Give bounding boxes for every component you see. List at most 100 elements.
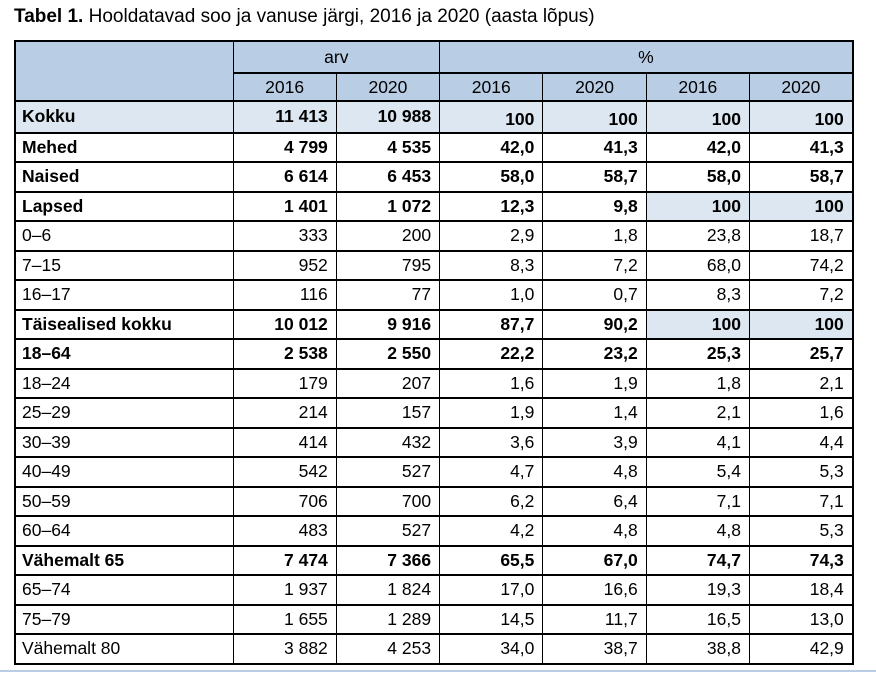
value-cell: 4,1 xyxy=(645,426,750,458)
value-cell: 4,7 xyxy=(439,456,544,488)
value-cell: 2 538 xyxy=(232,338,337,370)
value-cell: 41,3 xyxy=(542,131,647,163)
value-cell: 18,7 xyxy=(748,220,854,252)
group-header-percent: % xyxy=(439,40,854,74)
value-cell: 58,7 xyxy=(748,161,854,193)
value-cell: 1 401 xyxy=(232,190,337,222)
corner-header-cell xyxy=(14,40,234,102)
row-label-cell: 0–6 xyxy=(14,220,234,252)
value-cell: 1 937 xyxy=(232,574,337,606)
value-cell: 1,6 xyxy=(439,367,544,399)
value-cell: 18,4 xyxy=(748,574,854,606)
table-row: Kokku 11 413 10 988 100 100 100 100 xyxy=(14,100,854,134)
value-cell: 2 550 xyxy=(335,338,441,370)
value-cell: 952 xyxy=(232,249,337,281)
row-label-cell: 18–64 xyxy=(14,338,234,370)
value-cell: 23,8 xyxy=(645,220,750,252)
value-cell: 2,1 xyxy=(748,367,854,399)
table-row: Mehed 4 799 4 535 42,0 41,3 42,0 41,3 xyxy=(14,131,854,163)
value-cell: 74,2 xyxy=(748,249,854,281)
row-label-cell: 65–74 xyxy=(14,574,234,606)
row-label-cell: 18–24 xyxy=(14,367,234,399)
table-row: 50–59 706 700 6,2 6,4 7,1 7,1 xyxy=(14,485,854,517)
row-label-cell: 75–79 xyxy=(14,603,234,635)
bottom-rule xyxy=(0,670,876,672)
value-cell: 7,2 xyxy=(542,249,647,281)
value-cell: 1 824 xyxy=(335,574,441,606)
value-cell: 38,8 xyxy=(645,633,750,665)
value-cell: 1,0 xyxy=(439,279,544,311)
value-cell: 4 799 xyxy=(232,131,337,163)
value-cell: 42,0 xyxy=(645,131,750,163)
value-cell: 58,0 xyxy=(439,161,544,193)
value-cell: 68,0 xyxy=(645,249,750,281)
value-cell: 4 253 xyxy=(335,633,441,665)
row-label-cell: Täisealised kokku xyxy=(14,308,234,340)
value-cell: 19,3 xyxy=(645,574,750,606)
value-cell: 4,2 xyxy=(439,515,544,547)
value-cell: 179 xyxy=(232,367,337,399)
table-row: Lapsed 1 401 1 072 12,3 9,8 100 100 xyxy=(14,190,854,222)
value-cell: 14,5 xyxy=(439,603,544,635)
table-row: 60–64 483 527 4,2 4,8 4,8 5,3 xyxy=(14,515,854,547)
value-cell: 58,0 xyxy=(645,161,750,193)
value-cell: 41,3 xyxy=(748,131,854,163)
value-cell: 1 289 xyxy=(335,603,441,635)
table-body: Kokku 11 413 10 988 100 100 100 100 Mehed 4 799 4… xyxy=(14,100,854,665)
value-cell: 38,7 xyxy=(542,633,647,665)
year-header-pct2-2016: 2016 xyxy=(645,72,750,102)
value-cell: 1,9 xyxy=(542,367,647,399)
value-cell: 1,8 xyxy=(645,367,750,399)
row-label-cell: Kokku xyxy=(14,100,234,134)
year-header-arv-2020: 2020 xyxy=(335,72,441,102)
value-cell: 432 xyxy=(335,426,441,458)
row-label-cell: 7–15 xyxy=(14,249,234,281)
row-label-cell: 30–39 xyxy=(14,426,234,458)
value-cell: 25,7 xyxy=(748,338,854,370)
value-cell: 77 xyxy=(335,279,441,311)
value-cell: 200 xyxy=(335,220,441,252)
row-label-cell: 50–59 xyxy=(14,485,234,517)
value-cell: 414 xyxy=(232,426,337,458)
value-cell: 5,3 xyxy=(748,515,854,547)
group-header-row: arv % xyxy=(14,40,854,102)
value-cell: 16,6 xyxy=(542,574,647,606)
value-cell: 9 916 xyxy=(335,308,441,340)
value-cell: 4 535 xyxy=(335,131,441,163)
value-cell: 13,0 xyxy=(748,603,854,635)
value-cell: 5,3 xyxy=(748,456,854,488)
table-row: 75–79 1 655 1 289 14,5 11,7 16,5 13,0 xyxy=(14,603,854,635)
table-row: 25–29 214 157 1,9 1,4 2,1 1,6 xyxy=(14,397,854,429)
group-header-arv: arv xyxy=(232,40,441,74)
table-row: Vähemalt 65 7 474 7 366 65,5 67,0 74,7 74,3 xyxy=(14,544,854,576)
year-header-row: 2016 2020 2016 2020 2016 2020 xyxy=(15,72,854,102)
value-cell: 2,9 xyxy=(439,220,544,252)
value-cell: 87,7 xyxy=(439,308,544,340)
value-cell: 74,7 xyxy=(645,544,750,576)
value-cell: 100 xyxy=(748,308,854,340)
value-cell: 10 012 xyxy=(232,308,337,340)
value-cell: 157 xyxy=(335,397,441,429)
value-cell: 7,1 xyxy=(645,485,750,517)
value-cell: 42,0 xyxy=(439,131,544,163)
value-cell: 3,9 xyxy=(542,426,647,458)
value-cell: 542 xyxy=(232,456,337,488)
value-cell: 6,4 xyxy=(542,485,647,517)
value-cell: 1,6 xyxy=(748,397,854,429)
row-label-cell: Vähemalt 80 xyxy=(14,633,234,665)
value-cell: 4,8 xyxy=(542,456,647,488)
row-label-cell: 16–17 xyxy=(14,279,234,311)
value-cell: 3 882 xyxy=(232,633,337,665)
value-cell: 1,4 xyxy=(542,397,647,429)
data-table: arv % 2016 2020 2016 2020 2016 2020 Kokk… xyxy=(14,40,854,665)
value-cell: 214 xyxy=(232,397,337,429)
value-cell: 4,8 xyxy=(542,515,647,547)
value-cell: 22,2 xyxy=(439,338,544,370)
table-row: 7–15 952 795 8,3 7,2 68,0 74,2 xyxy=(14,249,854,281)
value-cell: 1 072 xyxy=(335,190,441,222)
year-header-arv-2016: 2016 xyxy=(232,72,337,102)
year-header-pct1-2016: 2016 xyxy=(439,72,544,102)
value-cell: 1 655 xyxy=(232,603,337,635)
value-cell: 795 xyxy=(335,249,441,281)
value-cell: 100 xyxy=(748,190,854,222)
